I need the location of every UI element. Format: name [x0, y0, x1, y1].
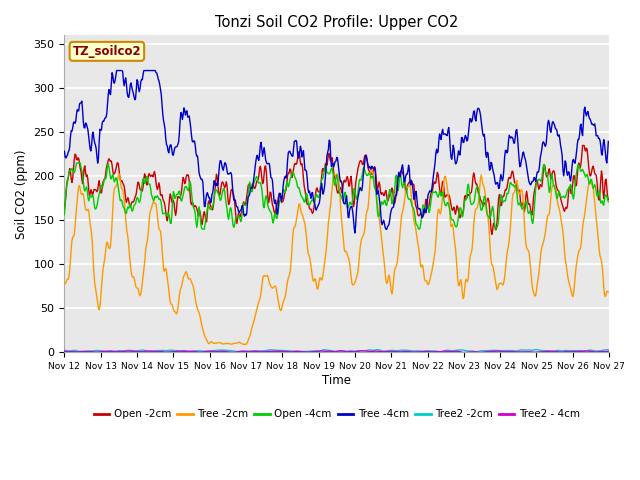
- Legend: Open -2cm, Tree -2cm, Open -4cm, Tree -4cm, Tree2 -2cm, Tree2 - 4cm: Open -2cm, Tree -2cm, Open -4cm, Tree -4…: [90, 405, 584, 423]
- X-axis label: Time: Time: [322, 374, 351, 387]
- Y-axis label: Soil CO2 (ppm): Soil CO2 (ppm): [15, 149, 28, 239]
- Text: TZ_soilco2: TZ_soilco2: [72, 45, 141, 58]
- Title: Tonzi Soil CO2 Profile: Upper CO2: Tonzi Soil CO2 Profile: Upper CO2: [215, 15, 458, 30]
